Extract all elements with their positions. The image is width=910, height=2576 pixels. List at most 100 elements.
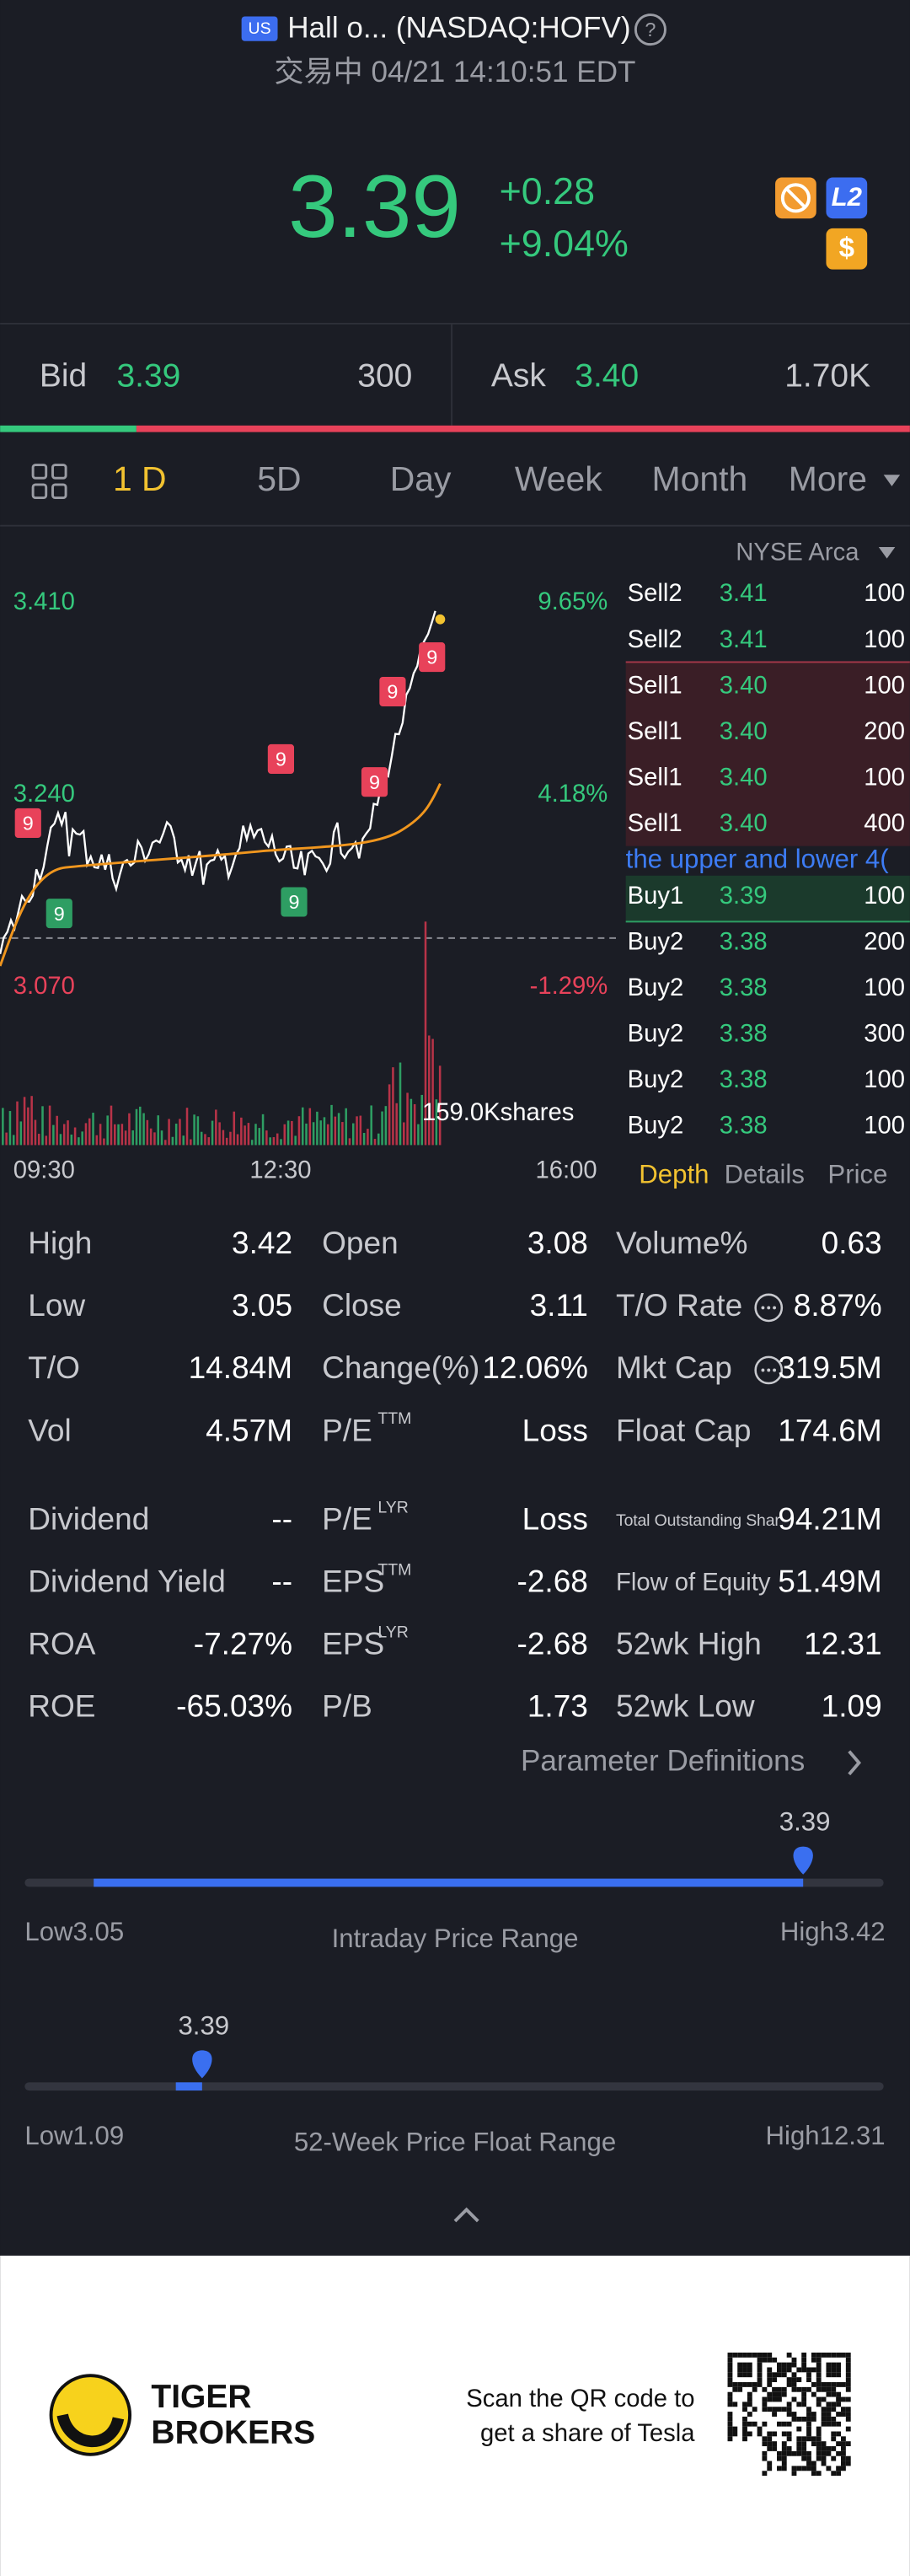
qr-module (767, 2436, 773, 2442)
qr-module (806, 2372, 811, 2378)
qr-module (801, 2386, 807, 2392)
qr-module (772, 2372, 777, 2378)
stat-label: Low (28, 1287, 85, 1323)
stat-label-sup: TTM (377, 1560, 411, 1579)
volume-bar (157, 1115, 159, 1146)
stat-label: P/B (322, 1688, 372, 1724)
qr-module (801, 2455, 807, 2461)
signal-marker (379, 676, 406, 707)
qr-module (747, 2382, 752, 2387)
volume-bar (204, 1134, 206, 1146)
volume-bar (160, 1130, 163, 1146)
signal-label: 9 (387, 681, 398, 703)
qr-module (796, 2466, 802, 2471)
qr-module (801, 2367, 807, 2373)
qr-module (811, 2441, 816, 2447)
qr-module (836, 2391, 842, 2397)
volume-bar (334, 1116, 337, 1146)
stat-value: 14.84M (189, 1350, 292, 1385)
period-tab[interactable]: 5D (257, 459, 301, 498)
qr-module (801, 2391, 807, 2397)
qr-module (806, 2436, 811, 2442)
change: +0.28 (500, 170, 595, 212)
exchange-arrow[interactable] (878, 547, 896, 559)
qr-module (836, 2441, 842, 2447)
qr-module (781, 2461, 787, 2466)
qr-module (737, 2372, 743, 2378)
range-fill (94, 1878, 804, 1887)
qr-module (727, 2382, 733, 2387)
book-tab[interactable]: Price (827, 1160, 887, 1189)
book-size: 100 (864, 1113, 905, 1140)
period-tab[interactable]: Day (390, 459, 452, 498)
stat-value: Loss (522, 1501, 588, 1537)
volume-bar (114, 1124, 116, 1146)
period-tab[interactable]: Week (515, 459, 602, 498)
stat-label: 52wk Low (616, 1688, 755, 1724)
book-tab[interactable]: Details (725, 1160, 805, 1189)
qr-module (841, 2441, 846, 2447)
stat-label: T/O Rate (616, 1287, 742, 1323)
book-note: the upper and lower 4( (626, 844, 890, 873)
qr-module (831, 2455, 837, 2461)
qr-module (732, 2352, 738, 2358)
period-tab[interactable]: 1 D (113, 459, 167, 498)
qr-module (772, 2391, 777, 2397)
volume-bar (200, 1131, 203, 1146)
qr-module (845, 2367, 851, 2373)
last-price-dot (435, 614, 446, 625)
qr-module (747, 2372, 752, 2378)
qr-module (845, 2455, 851, 2461)
definitions-link[interactable]: Parameter Definitions (521, 1745, 805, 1778)
price-axis-label: 3.070 (13, 973, 75, 1000)
help-icon[interactable] (634, 13, 666, 46)
volume-bar (326, 1124, 329, 1146)
stat-label: P/E (322, 1501, 372, 1537)
book-size: 100 (864, 580, 905, 607)
qr-module (821, 2446, 827, 2451)
period-tab[interactable]: More (789, 459, 867, 498)
qr-module (841, 2382, 846, 2387)
volume-bar (73, 1127, 77, 1146)
qr-module (762, 2450, 768, 2456)
book-size: 100 (864, 883, 905, 910)
qr-module (762, 2396, 768, 2402)
volume-bar (207, 1137, 211, 1146)
volume-bar (52, 1124, 55, 1146)
qr-module (841, 2412, 846, 2417)
qr-module (806, 2421, 811, 2427)
info-icon[interactable] (754, 1355, 784, 1385)
qr-module (826, 2407, 832, 2412)
stat-label: EPS (322, 1626, 384, 1661)
qr-module (781, 2391, 787, 2397)
signal-marker (14, 808, 41, 838)
info-dot (767, 1306, 771, 1310)
qr-module (845, 2396, 851, 2402)
qr-module (796, 2450, 802, 2456)
currency-badge[interactable] (826, 228, 868, 270)
volume-bar (81, 1131, 83, 1146)
qr-module (752, 2386, 757, 2392)
qr-module (752, 2352, 757, 2358)
volume-bar (392, 1067, 394, 1146)
qr-module (772, 2446, 777, 2451)
qr-module (826, 2450, 832, 2456)
qr-module (772, 2407, 777, 2412)
book-tab[interactable]: Depth (639, 1160, 709, 1189)
qr-module (777, 2362, 782, 2368)
qr-module (747, 2431, 752, 2437)
qr-module (742, 2402, 747, 2407)
collapse-chevron[interactable] (453, 2207, 479, 2223)
period-tab[interactable]: Month (652, 459, 748, 498)
qr-module (841, 2352, 846, 2358)
book-price: 3.38 (720, 928, 768, 955)
info-icon[interactable] (754, 1293, 784, 1323)
qr-module (791, 2450, 797, 2456)
stat-label-sup: LYR (377, 1623, 408, 1641)
volume-bar (103, 1138, 105, 1146)
volume-bar (8, 1111, 12, 1146)
layout-icon[interactable] (31, 464, 48, 480)
level-badge[interactable] (826, 177, 868, 219)
volume-bar (128, 1113, 131, 1146)
qr-module (826, 2466, 832, 2471)
